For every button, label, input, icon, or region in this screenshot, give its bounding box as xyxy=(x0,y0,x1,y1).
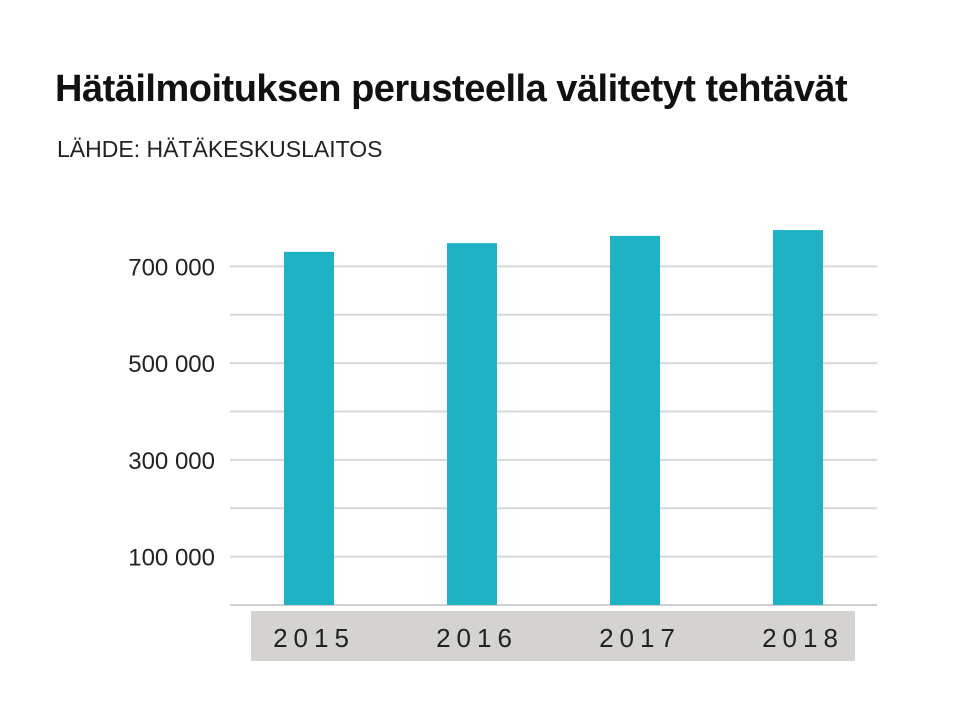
chart-subtitle: LÄHDE: HÄTÄKESKUSLAITOS xyxy=(57,136,383,162)
x-tick-label: 2016 xyxy=(436,623,518,653)
chart-title: Hätäilmoituksen perusteella välitetyt te… xyxy=(55,68,848,110)
y-tick-label: 100 000 xyxy=(128,545,215,572)
x-tick-label: 2015 xyxy=(273,623,355,653)
y-tick-label: 500 000 xyxy=(128,351,215,378)
x-tick-label: 2017 xyxy=(599,623,681,653)
bar xyxy=(773,230,823,605)
bar xyxy=(610,235,660,605)
bar xyxy=(447,243,497,605)
y-tick-label: 300 000 xyxy=(128,448,215,475)
y-tick-label: 700 000 xyxy=(128,254,215,281)
x-tick-label: 2018 xyxy=(762,623,844,653)
bar xyxy=(284,251,334,606)
x-axis-band xyxy=(251,611,855,661)
